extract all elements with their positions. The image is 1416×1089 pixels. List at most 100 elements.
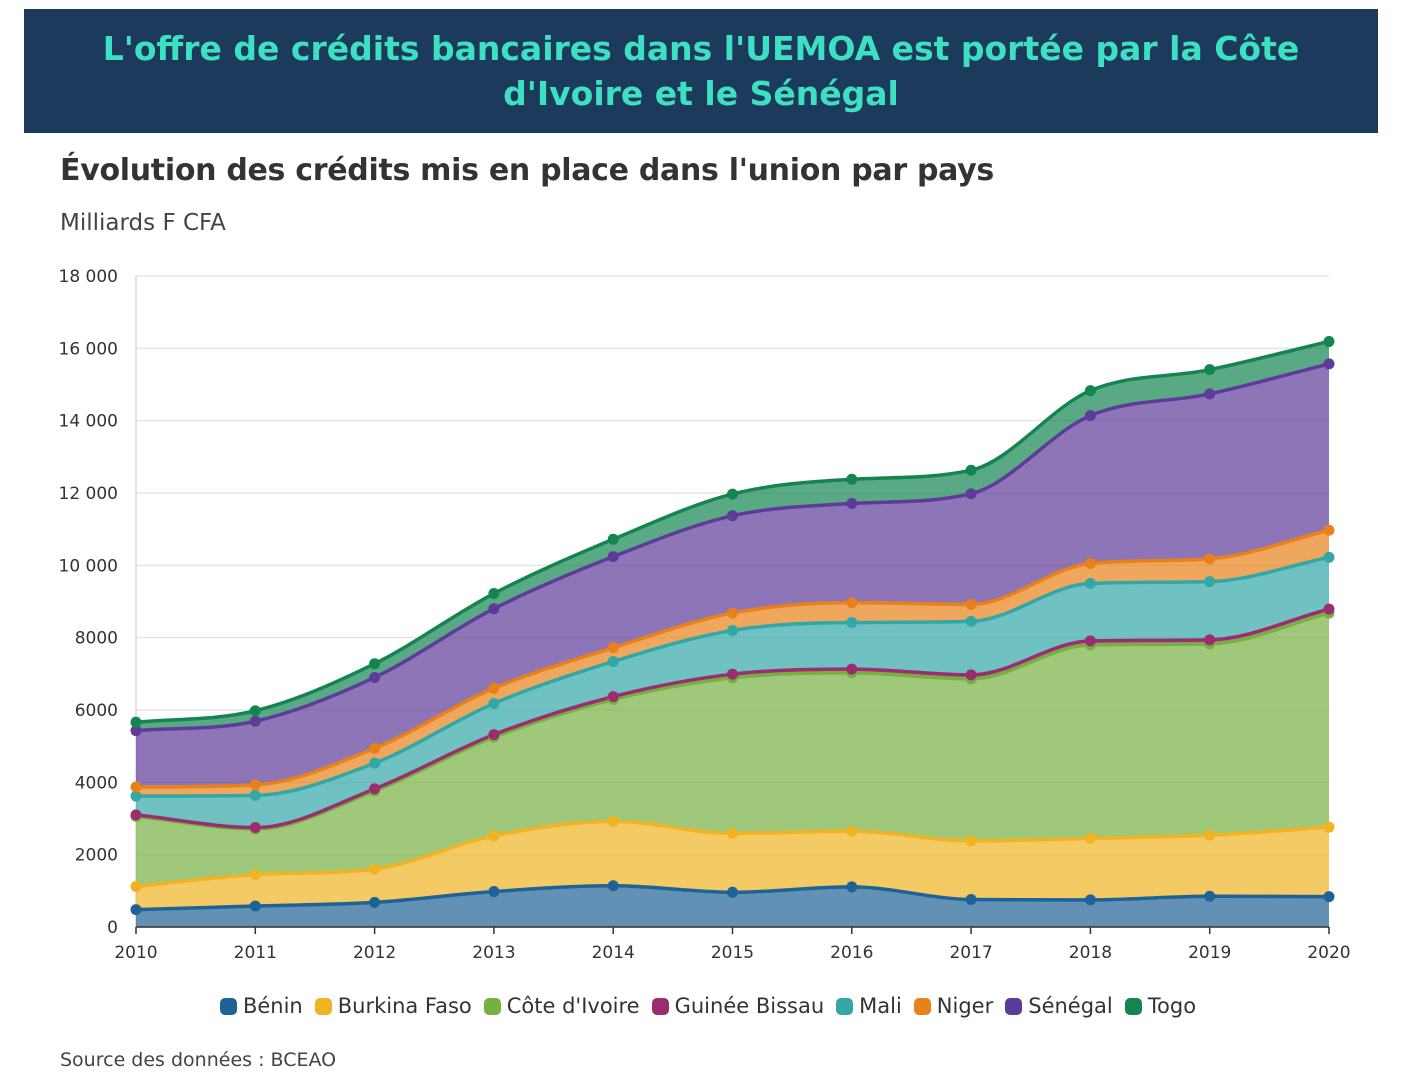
point-senegal bbox=[1204, 388, 1216, 400]
point-burkina-faso bbox=[130, 880, 142, 892]
point-burkina-faso bbox=[965, 835, 977, 847]
point-benin bbox=[130, 904, 142, 916]
point-burkina-faso bbox=[249, 869, 261, 881]
y-tick-label: 0 bbox=[107, 918, 118, 938]
point-benin bbox=[846, 881, 858, 893]
point-benin bbox=[1084, 894, 1096, 906]
point-togo bbox=[1204, 364, 1216, 376]
point-senegal bbox=[369, 671, 381, 683]
point-guinee-bissau bbox=[1204, 634, 1216, 646]
point-mali bbox=[249, 789, 261, 801]
point-niger bbox=[727, 607, 738, 619]
legend-item-burkina-faso[interactable]: Burkina Faso bbox=[314, 994, 472, 1018]
point-guinee-bissau bbox=[130, 809, 142, 821]
legend-swatch bbox=[1005, 997, 1023, 1015]
area-burkina-faso bbox=[136, 821, 1329, 910]
point-guinee-bissau bbox=[249, 822, 261, 834]
legend-swatch bbox=[1124, 997, 1142, 1015]
y-tick-label: 12 000 bbox=[59, 484, 118, 504]
y-tick-label: 10 000 bbox=[59, 556, 118, 576]
x-tick-label: 2011 bbox=[234, 943, 277, 963]
point-mali bbox=[727, 624, 738, 636]
x-tick-label: 2013 bbox=[472, 943, 515, 963]
point-burkina-faso bbox=[846, 825, 858, 837]
point-mali bbox=[369, 757, 381, 769]
point-mali bbox=[488, 697, 500, 709]
y-tick-label: 16 000 bbox=[59, 339, 118, 359]
area-senegal bbox=[136, 363, 1329, 788]
point-senegal bbox=[727, 510, 738, 522]
legend-item-guinee-bissau[interactable]: Guinée Bissau bbox=[651, 994, 825, 1018]
legend-swatch bbox=[651, 997, 669, 1015]
point-niger bbox=[1084, 558, 1096, 570]
point-mali bbox=[965, 615, 977, 627]
header-banner: L'offre de crédits bancaires dans l'UEMO… bbox=[24, 9, 1378, 133]
point-mali bbox=[1084, 577, 1096, 589]
point-mali bbox=[1323, 551, 1335, 563]
point-togo bbox=[965, 464, 977, 476]
point-niger bbox=[130, 781, 142, 793]
point-togo bbox=[846, 473, 858, 485]
legend-item-cote-d-ivoire[interactable]: Côte d'Ivoire bbox=[483, 994, 640, 1018]
point-senegal bbox=[488, 603, 500, 615]
y-tick-label: 2000 bbox=[75, 846, 118, 866]
legend-label: Togo bbox=[1147, 994, 1197, 1018]
point-niger bbox=[1323, 524, 1335, 536]
chart-subtitle: Milliards F CFA bbox=[60, 210, 226, 236]
x-tick-label: 2010 bbox=[114, 943, 157, 963]
banner-title: L'offre de crédits bancaires dans l'UEMO… bbox=[102, 29, 1300, 113]
point-guinee-bissau bbox=[846, 663, 858, 675]
point-niger bbox=[965, 598, 977, 610]
point-senegal bbox=[965, 488, 977, 500]
point-guinee-bissau bbox=[1084, 635, 1096, 647]
legend-swatch bbox=[219, 997, 237, 1015]
legend-label: Niger bbox=[936, 994, 994, 1018]
point-senegal bbox=[846, 497, 858, 509]
point-niger bbox=[369, 742, 381, 754]
legend-item-senegal[interactable]: Sénégal bbox=[1005, 994, 1113, 1018]
legend-label: Burkina Faso bbox=[337, 994, 472, 1018]
point-mali bbox=[607, 656, 619, 668]
y-tick-label: 6000 bbox=[75, 701, 118, 721]
area-togo bbox=[136, 341, 1329, 731]
legend-item-mali[interactable]: Mali bbox=[836, 994, 902, 1018]
legend-label: Guinée Bissau bbox=[674, 994, 825, 1018]
legend-item-niger[interactable]: Niger bbox=[913, 994, 994, 1018]
y-tick-label: 14 000 bbox=[59, 412, 118, 432]
point-benin bbox=[488, 886, 500, 898]
point-senegal bbox=[607, 551, 619, 563]
chart-legend: Bénin Burkina Faso Côte d'Ivoire Guinée Bis… bbox=[0, 994, 1416, 1018]
point-senegal bbox=[1323, 358, 1335, 370]
point-togo bbox=[607, 533, 619, 545]
legend-swatch bbox=[913, 997, 931, 1015]
point-guinee-bissau bbox=[369, 783, 381, 795]
point-togo bbox=[369, 658, 381, 670]
point-benin bbox=[249, 900, 261, 912]
area-benin bbox=[136, 885, 1329, 927]
point-benin bbox=[727, 886, 738, 898]
legend-label: Mali bbox=[859, 994, 902, 1018]
y-tick-label: 18 000 bbox=[59, 267, 118, 287]
point-senegal bbox=[1084, 410, 1096, 422]
point-niger bbox=[249, 779, 261, 791]
legend-item-benin[interactable]: Bénin bbox=[219, 994, 303, 1018]
point-niger bbox=[607, 642, 619, 654]
point-burkina-faso bbox=[488, 830, 500, 842]
point-benin bbox=[607, 880, 619, 892]
point-benin bbox=[965, 894, 977, 906]
point-burkina-faso bbox=[1323, 821, 1335, 833]
x-tick-label: 2015 bbox=[711, 943, 754, 963]
x-tick-label: 2020 bbox=[1307, 943, 1350, 963]
point-togo bbox=[727, 488, 738, 500]
x-tick-label: 2012 bbox=[353, 943, 396, 963]
point-guinee-bissau bbox=[727, 668, 738, 680]
y-tick-label: 8000 bbox=[75, 629, 118, 649]
area-niger bbox=[136, 530, 1329, 797]
legend-label: Bénin bbox=[242, 994, 303, 1018]
x-tick-label: 2016 bbox=[830, 943, 873, 963]
point-niger bbox=[1204, 553, 1216, 565]
legend-item-togo[interactable]: Togo bbox=[1124, 994, 1197, 1018]
point-guinee-bissau bbox=[1323, 603, 1335, 615]
source-note: Source des données : BCEAO bbox=[60, 1049, 337, 1071]
